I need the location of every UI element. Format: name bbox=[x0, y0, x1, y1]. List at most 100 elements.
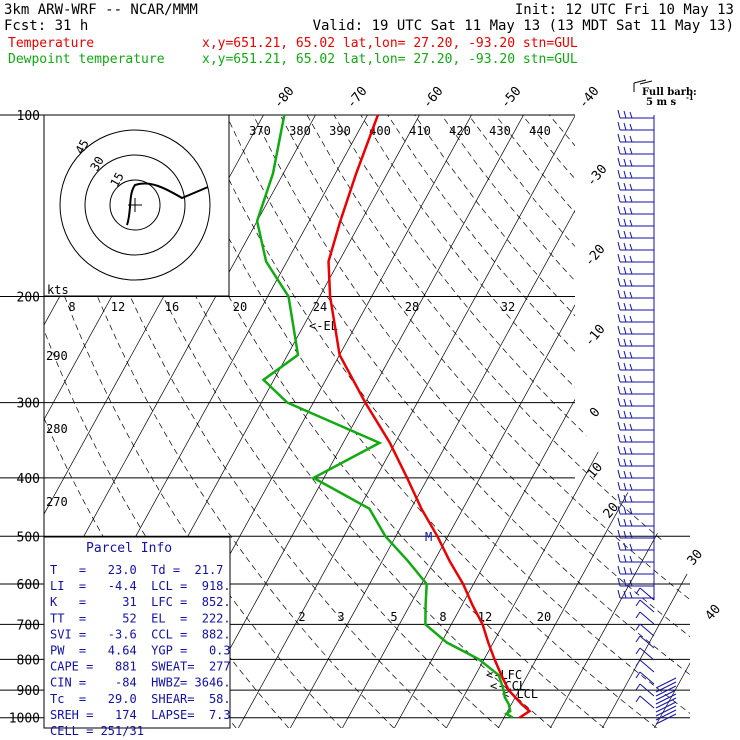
pressure-tick-label: 100 bbox=[17, 109, 40, 124]
wind-barb bbox=[617, 133, 654, 143]
parcel-info-row: K = 31 LFC = 852. bbox=[50, 595, 231, 609]
wind-barb bbox=[617, 565, 654, 575]
parcel-info-box: Parcel Info T = 23.0 Td = 21.7 LI = -4.4 … bbox=[43, 536, 231, 738]
wind-barb bbox=[617, 289, 654, 299]
wind-barb bbox=[635, 683, 655, 697]
dry-adiabat-line bbox=[145, 115, 605, 728]
hodograph-ring-label: 15 bbox=[107, 170, 126, 190]
pressure-tick-label: 600 bbox=[17, 578, 40, 593]
wind-barb bbox=[617, 277, 654, 287]
parcel-info-title: Parcel Info bbox=[86, 541, 172, 556]
parcel-info-row: CIN = -84 HWBZ= 3646. bbox=[50, 676, 231, 690]
hodograph-speed-label: 12 bbox=[111, 300, 125, 314]
pressure-tick-label: 1000 bbox=[9, 712, 40, 727]
wind-barb bbox=[617, 121, 654, 131]
level-marker-label: <-EL bbox=[309, 319, 338, 333]
isotherm-label: -40 bbox=[576, 84, 603, 112]
pressure-tick-label: 700 bbox=[17, 618, 40, 633]
parcel-info-row: CELL = 251/31 bbox=[50, 724, 144, 738]
hodograph-ring-label: 30 bbox=[87, 154, 106, 174]
wind-barb bbox=[655, 713, 677, 725]
dry-adiabat-line bbox=[44, 115, 289, 728]
mixing-ratio-label: 8 bbox=[439, 610, 446, 624]
wind-barb bbox=[617, 529, 654, 539]
wind-barb bbox=[617, 433, 654, 443]
isotherm-line bbox=[706, 115, 740, 728]
dry-adiabat-line bbox=[495, 115, 690, 728]
mixing-ratio-label: 3 bbox=[337, 610, 344, 624]
wind-barb bbox=[617, 469, 654, 479]
isotherm-label: -60 bbox=[420, 84, 447, 112]
parcel-info-row: PW = 4.64 YGP = 0.3 bbox=[50, 644, 231, 658]
isotherm-label: -30 bbox=[584, 162, 611, 190]
wind-barb bbox=[635, 647, 655, 661]
isotherm-label: -50 bbox=[498, 84, 525, 112]
level-marker-label: <-CCL bbox=[490, 679, 526, 693]
wind-barb bbox=[617, 373, 654, 383]
theta-label: 410 bbox=[409, 124, 431, 138]
wind-barb bbox=[617, 325, 654, 335]
hodograph-ring-label: 45 bbox=[72, 137, 91, 157]
wind-barb bbox=[655, 701, 677, 713]
wind-barb bbox=[617, 205, 654, 215]
wind-barb bbox=[617, 385, 654, 395]
wind-barb bbox=[655, 677, 677, 689]
dry-adiabat-line bbox=[64, 115, 447, 728]
dry-adiabat-line bbox=[522, 115, 690, 728]
wind-barb bbox=[617, 253, 654, 263]
isotherm-label: -80 bbox=[271, 84, 298, 112]
isotherm-label: -70 bbox=[344, 84, 371, 112]
barb-legend: Full barb: 5 m s -1 bbox=[633, 79, 697, 108]
dry-adiabat-line bbox=[91, 115, 500, 728]
wind-barb bbox=[617, 589, 654, 599]
dry-adiabat-line bbox=[306, 115, 690, 728]
wind-barb bbox=[655, 681, 677, 693]
isotherm-label: 0 bbox=[587, 405, 604, 421]
wind-barb bbox=[617, 577, 654, 587]
isotherm-label: -20 bbox=[582, 242, 609, 270]
wind-barbs bbox=[617, 109, 677, 725]
wind-barb bbox=[655, 705, 677, 717]
wind-barb bbox=[617, 349, 654, 359]
dry-adiabat-line bbox=[172, 115, 657, 728]
parcel-info-row: TT = 52 EL = 222. bbox=[50, 611, 231, 625]
wind-barb bbox=[617, 181, 654, 191]
wind-barb bbox=[617, 481, 654, 491]
hodograph-speed-label: 8 bbox=[68, 300, 75, 314]
hodograph-speed-label: 20 bbox=[233, 300, 247, 314]
temperature-legend: Temperature bbox=[8, 36, 94, 51]
wind-barb bbox=[617, 313, 654, 323]
wind-barb bbox=[617, 493, 654, 503]
dewpoint-legend: Dewpoint temperature bbox=[8, 52, 165, 67]
dry-adiabat-line bbox=[279, 115, 690, 728]
wind-barb bbox=[635, 611, 655, 625]
hodograph-ring bbox=[109, 179, 161, 231]
mixing-ratio-label: 20 bbox=[537, 610, 551, 624]
wind-barb bbox=[617, 409, 654, 419]
dry-adiabat-line bbox=[360, 115, 690, 728]
isotherm-label: -10 bbox=[582, 322, 609, 350]
wind-barb bbox=[617, 145, 654, 155]
wind-barb bbox=[617, 397, 654, 407]
wind-barb bbox=[617, 265, 654, 275]
hodograph-unit-label: kts bbox=[47, 283, 69, 297]
parcel-info-row: CAPE = 881 SWEAT= 277 bbox=[50, 660, 231, 674]
theta-label: 430 bbox=[489, 124, 511, 138]
isotherm-label: 30 bbox=[685, 547, 707, 569]
barb-legend-title: Full barb: bbox=[642, 87, 697, 98]
wind-barb bbox=[655, 697, 677, 709]
pressure-tick-label: 200 bbox=[17, 290, 40, 305]
wind-barb bbox=[655, 685, 677, 697]
theta-label: 420 bbox=[449, 124, 471, 138]
wind-barb bbox=[617, 229, 654, 239]
isotherm-line bbox=[186, 115, 524, 728]
wind-barb bbox=[617, 301, 654, 311]
model-title: 3km ARW-WRF -- NCAR/MMM bbox=[4, 2, 198, 18]
wind-barb bbox=[617, 445, 654, 455]
wind-barb bbox=[655, 693, 677, 705]
wind-barb bbox=[635, 659, 655, 673]
theta-label: 440 bbox=[529, 124, 551, 138]
hodograph-ring bbox=[84, 154, 186, 256]
